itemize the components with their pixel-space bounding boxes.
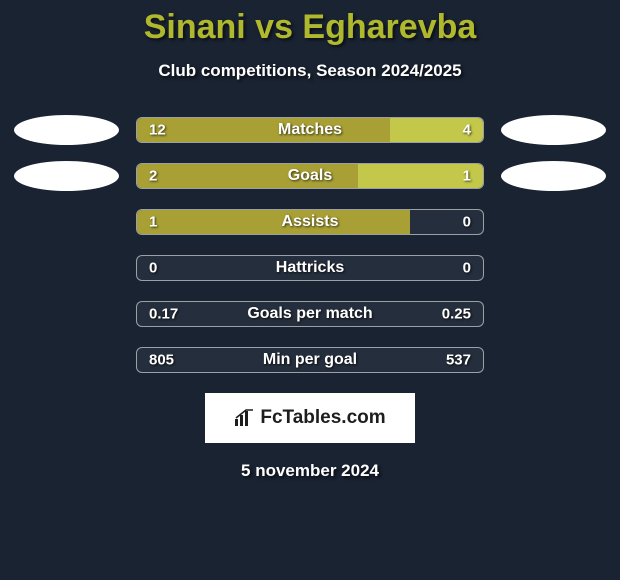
player-marker-right (501, 115, 606, 145)
stat-value-right: 0 (463, 260, 471, 277)
stat-value-left: 805 (149, 352, 174, 369)
stat-label: Hattricks (276, 259, 344, 277)
stat-bar: 12 4 Matches (136, 117, 484, 143)
stat-bar: 1 0 Assists (136, 209, 484, 235)
stat-value-right: 4 (463, 122, 471, 139)
stat-bar-left-seg (137, 118, 390, 142)
stat-row: 805 537 Min per goal (0, 347, 620, 373)
badge-content: FcTables.com (234, 407, 385, 429)
stat-value-left: 2 (149, 168, 157, 185)
source-badge[interactable]: FcTables.com (205, 393, 415, 443)
stat-value-left: 12 (149, 122, 166, 139)
player-marker-right (501, 161, 606, 191)
stat-rows: 12 4 Matches 2 1 Goals 1 0 Assists 0 0 Hattricks 0.1… (0, 117, 620, 373)
stat-bar: 0.17 0.25 Goals per match (136, 301, 484, 327)
stat-value-right: 0.25 (442, 306, 471, 323)
stat-label: Assists (282, 213, 339, 231)
stat-bar: 0 0 Hattricks (136, 255, 484, 281)
stat-row: 0 0 Hattricks (0, 255, 620, 281)
stat-value-left: 0 (149, 260, 157, 277)
stat-label: Goals (288, 167, 332, 185)
stat-bar-left-seg (137, 210, 410, 234)
badge-text: FcTables.com (260, 407, 385, 429)
player-marker-left (14, 115, 119, 145)
stat-label: Matches (278, 121, 342, 139)
stat-bar: 805 537 Min per goal (136, 347, 484, 373)
stat-value-left: 1 (149, 214, 157, 231)
stat-value-right: 1 (463, 168, 471, 185)
stat-row: 2 1 Goals (0, 163, 620, 189)
date-label: 5 november 2024 (0, 461, 620, 481)
stat-row: 1 0 Assists (0, 209, 620, 235)
stat-value-right: 537 (446, 352, 471, 369)
stat-value-right: 0 (463, 214, 471, 231)
comparison-card: Sinani vs Egharevba Club competitions, S… (0, 0, 620, 481)
season-subtitle: Club competitions, Season 2024/2025 (0, 61, 620, 81)
chart-icon (234, 409, 256, 427)
stat-row: 0.17 0.25 Goals per match (0, 301, 620, 327)
page-title: Sinani vs Egharevba (0, 8, 620, 47)
stat-value-left: 0.17 (149, 306, 178, 323)
stat-label: Min per goal (263, 351, 357, 369)
stat-row: 12 4 Matches (0, 117, 620, 143)
stat-label: Goals per match (247, 305, 372, 323)
stat-bar: 2 1 Goals (136, 163, 484, 189)
player-marker-left (14, 161, 119, 191)
